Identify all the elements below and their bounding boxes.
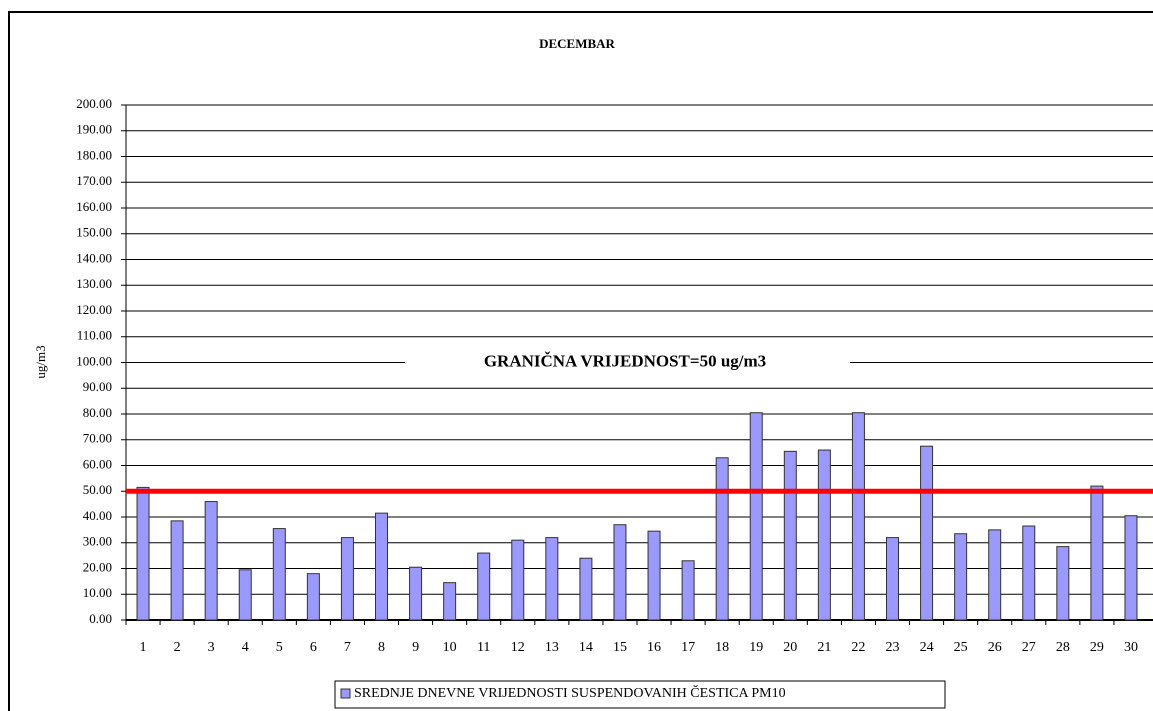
bar: [681, 560, 695, 621]
bar: [715, 457, 729, 621]
x-tick-label: 10: [443, 640, 457, 655]
x-tick-label: 16: [647, 640, 661, 655]
x-tick-label: 5: [276, 640, 283, 655]
y-tick-label: 50.00: [83, 482, 112, 497]
x-tick-label: 26: [988, 640, 1002, 655]
x-tick-label: 4: [242, 640, 249, 655]
y-tick-label: 30.00: [83, 534, 112, 549]
y-tick-label: 130.00: [76, 276, 112, 291]
bar: [238, 569, 252, 621]
bar: [613, 524, 627, 621]
bar: [851, 412, 865, 621]
x-tick-label: 23: [886, 640, 900, 655]
y-tick-label: 40.00: [83, 508, 112, 523]
x-tick-label: 7: [344, 640, 351, 655]
x-tick-label: 9: [412, 640, 419, 655]
x-tick-label: 13: [545, 640, 559, 655]
x-tick-label: 1: [140, 640, 147, 655]
bar: [749, 412, 763, 621]
y-tick-label: 10.00: [83, 585, 112, 600]
bar: [1090, 485, 1104, 621]
x-tick-label: 29: [1090, 640, 1104, 655]
x-tick-label: 8: [378, 640, 385, 655]
x-tick-label: 11: [477, 640, 490, 655]
legend-label: SREDNJE DNEVNE VRIJEDNOSTI SUSPENDOVANIH…: [354, 684, 786, 701]
bar: [409, 566, 423, 621]
threshold-label: GRANIČNA VRIJEDNOST=50 ug/m3: [484, 351, 766, 370]
chart-title: DECEMBAR: [539, 36, 615, 51]
x-tick-label: 17: [681, 640, 695, 655]
bar: [272, 528, 286, 621]
bar: [817, 449, 831, 621]
y-tick-label: 140.00: [76, 250, 112, 265]
x-tick-label: 20: [783, 640, 797, 655]
y-axis-label: ug/m3: [33, 345, 48, 378]
bar: [954, 533, 968, 621]
x-tick-label: 25: [954, 640, 968, 655]
bar: [136, 486, 150, 621]
bar: [1022, 525, 1036, 621]
y-tick-label: 20.00: [83, 559, 112, 574]
y-tick-label: 0.00: [89, 611, 112, 626]
x-tick-label: 14: [579, 640, 593, 655]
x-tick-label: 2: [174, 640, 181, 655]
bar: [783, 450, 797, 621]
y-tick-label: 100.00: [76, 353, 112, 368]
y-tick-label: 70.00: [83, 431, 112, 446]
x-tick-label: 18: [715, 640, 729, 655]
bar: [306, 573, 320, 621]
x-tick-label: 3: [208, 640, 215, 655]
bar: [920, 445, 934, 621]
bar: [443, 582, 457, 621]
bar: [511, 539, 525, 621]
bar: [545, 537, 559, 621]
y-tick-label: 150.00: [76, 225, 112, 240]
x-tick-label: 22: [851, 640, 865, 655]
x-tick-label: 30: [1124, 640, 1138, 655]
x-tick-label: 12: [511, 640, 525, 655]
bar: [170, 520, 184, 621]
bar: [375, 512, 388, 621]
bar: [1056, 546, 1070, 621]
legend-swatch: [340, 688, 351, 699]
x-tick-label: 6: [310, 640, 317, 655]
x-tick-label: 27: [1022, 640, 1036, 655]
bar: [1124, 515, 1138, 621]
x-tick-label: 15: [613, 640, 627, 655]
y-tick-label: 60.00: [83, 456, 112, 471]
y-tick-label: 190.00: [76, 122, 112, 137]
bar: [204, 501, 218, 621]
x-tick-label: 19: [749, 640, 763, 655]
threshold-label-bg: [405, 350, 850, 375]
bar: [340, 537, 354, 621]
y-tick-label: 200.00: [76, 96, 112, 111]
y-tick-label: 180.00: [76, 147, 112, 162]
y-tick-label: 120.00: [76, 302, 112, 317]
bar: [579, 557, 593, 621]
bar: [647, 530, 661, 621]
y-tick-label: 90.00: [83, 379, 112, 394]
x-tick-label: 24: [920, 640, 934, 655]
y-tick-label: 80.00: [83, 405, 112, 420]
y-tick-label: 170.00: [76, 173, 112, 188]
bar: [886, 537, 899, 621]
y-tick-label: 160.00: [76, 199, 112, 214]
y-tick-label: 110.00: [77, 328, 112, 343]
bar: [988, 529, 1002, 621]
x-tick-label: 21: [817, 640, 831, 655]
bar: [477, 552, 491, 621]
x-tick-label: 28: [1056, 640, 1070, 655]
legend-box: [334, 680, 946, 709]
